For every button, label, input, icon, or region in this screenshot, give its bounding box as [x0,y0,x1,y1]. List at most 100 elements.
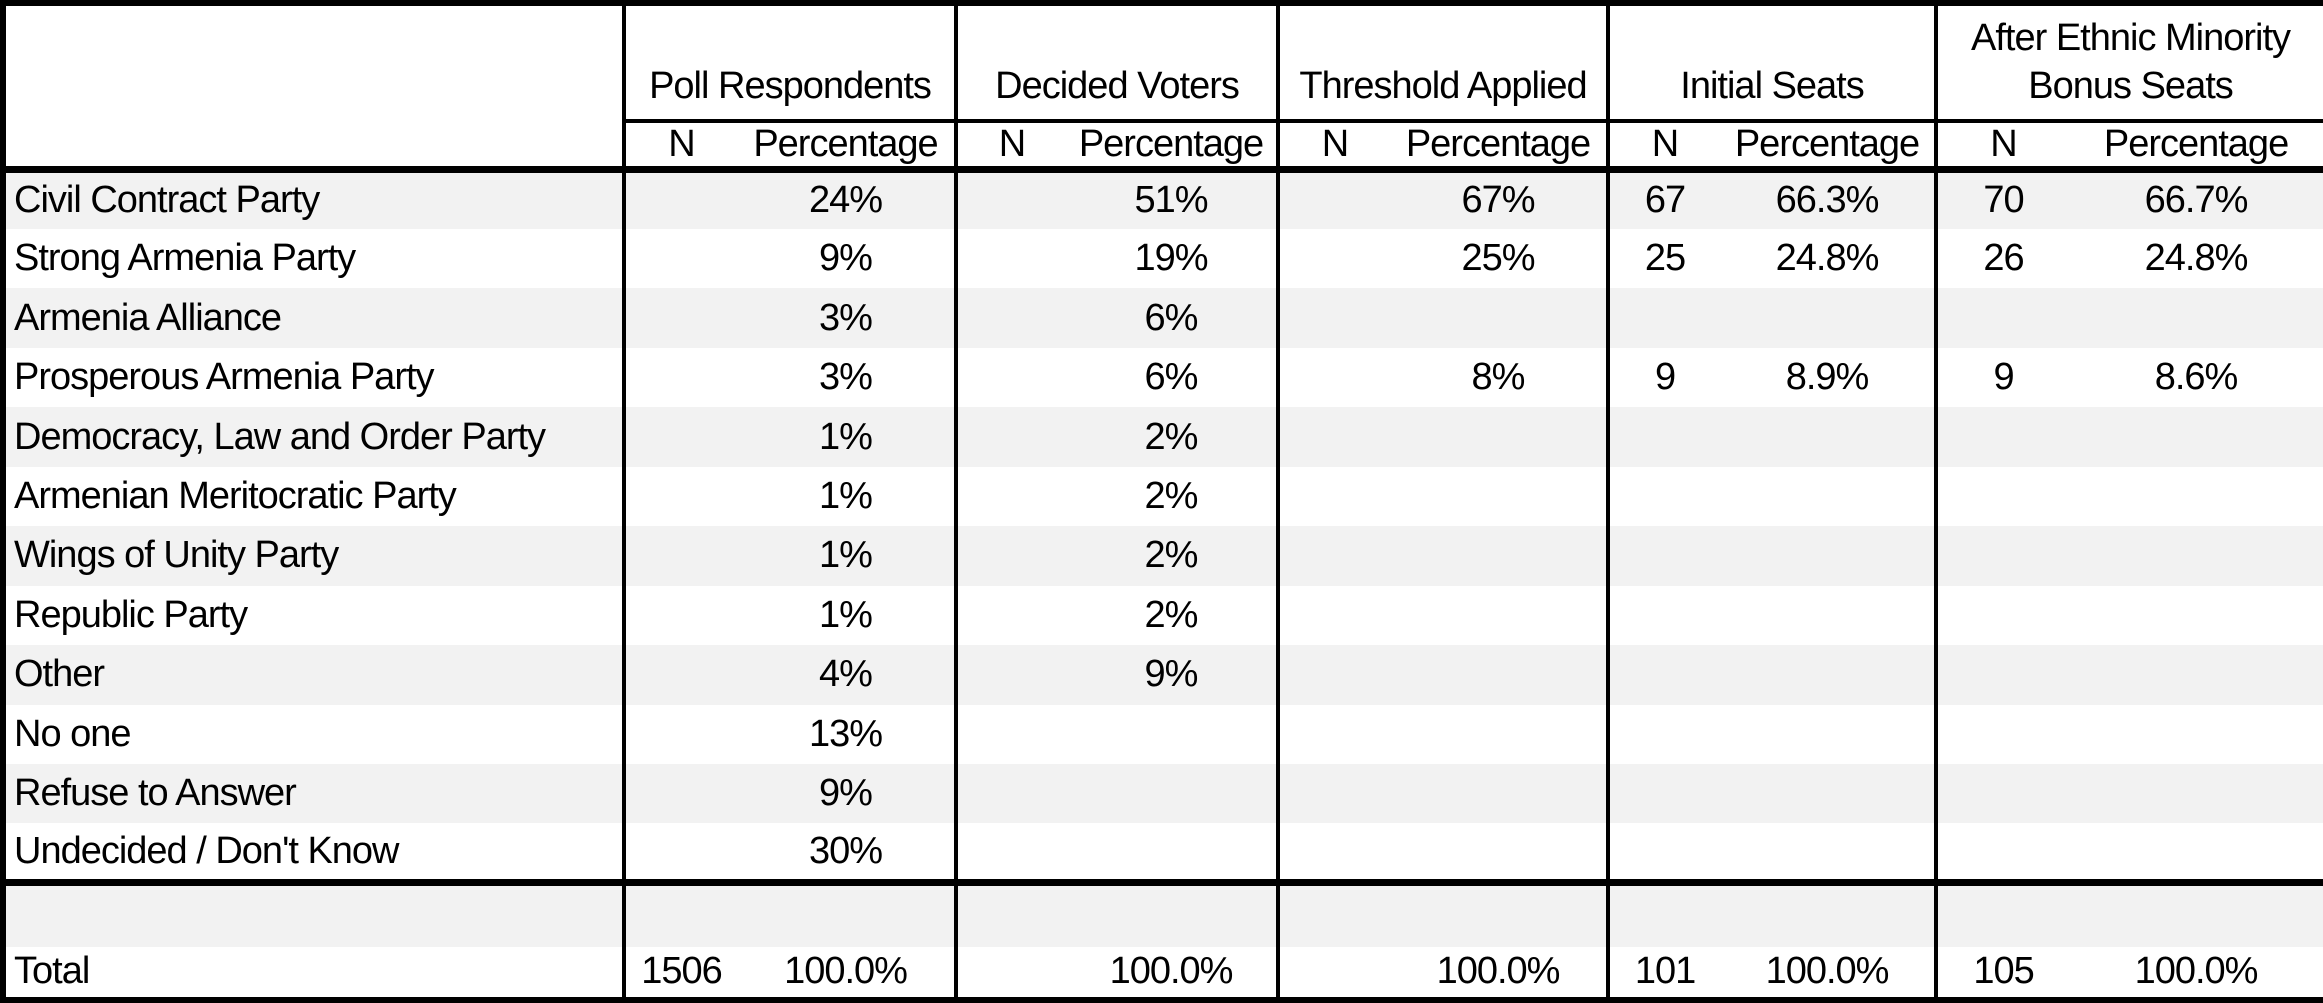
subheader-percentage: Percentage [1720,121,1937,173]
cell-percentage: 30% [737,823,957,887]
cell-n [1606,882,1721,947]
table-row: Prosperous Armenia Party 3% 6% 8% 9 8.9% 9 8.6% [3,347,2323,408]
corner-cell [3,3,624,173]
cell-percentage [2069,288,2323,347]
cell-percentage [1720,467,1936,526]
table-body: Civil Contract Party 24% 51% 67% 67 66.3% 70 66… [3,169,2323,1000]
cell-percentage [2069,823,2323,887]
spacer-row [3,882,2323,947]
cell-n: 9 [1934,347,2070,408]
cell-n [622,645,737,705]
cell-percentage [1720,288,1936,347]
table-row: Armenia Alliance 3% 6% [3,288,2323,348]
cell-n [954,407,1067,467]
cell-percentage: 6% [1144,296,1199,339]
cell-percentage: 2% [1144,474,1199,517]
cell-percentage [1720,883,1936,947]
table-row: Armenian Meritocratic Party 1% 2% [3,466,2323,527]
cell-percentage [1720,705,1936,764]
cell-percentage [1720,645,1936,704]
cell-n [622,228,737,289]
cell-n [954,645,1067,705]
total-row: Total 1506 100.0% 100.0% 100.0% 101 100.0% 105 1… [3,946,2323,1000]
row-label: Armenia Alliance [14,296,282,339]
cell-percentage: 3% [819,296,873,339]
cell-n [1934,288,2070,348]
cell-percentage [1390,764,1608,823]
group-header-initial-seats: Initial Seats [1606,3,1937,123]
cell-n [954,526,1067,586]
cell-percentage [2069,586,2323,645]
cell-percentage: 8% [1471,356,1526,399]
table-row: Civil Contract Party 24% 51% 67% 67 66.3% 70 66… [3,169,2323,229]
cell-n [1934,882,2070,947]
cell-percentage [1720,823,1937,887]
table-row: Refuse to Answer 9% [3,764,2323,824]
group-header-threshold-applied: Threshold Applied [1276,3,1609,123]
cell-percentage: 3% [819,356,873,399]
row-label: Democracy, Law and Order Party [14,415,546,458]
cell-n: 1506 [622,946,737,1000]
cell-percentage: 9% [1144,653,1199,696]
cell-percentage: 9% [819,772,873,815]
cell-percentage: 1% [819,593,873,636]
cell-percentage: 2% [1144,593,1199,636]
cell-percentage [737,883,956,947]
cell-percentage: 1% [819,415,873,458]
cell-percentage: 8.9% [1785,356,1870,399]
row-label: Undecided / Don't Know [3,823,624,887]
row-label [3,883,624,947]
cell-n [1934,407,2070,467]
cell-percentage [1390,407,1608,466]
subheader-percentage: Percentage [2069,121,2323,173]
cell-n [1276,228,1391,289]
cell-percentage: 100.0% [2134,950,2259,993]
cell-n [1606,704,1721,765]
cell-n [622,704,737,765]
subheader-n: N [1606,121,1721,173]
row-label: Strong Armenia Party [14,237,356,280]
cell-percentage: 9% [819,237,873,280]
row-label: Republic Party [14,593,248,636]
cell-n [1606,407,1721,467]
cell-percentage [1720,764,1936,823]
group-header-poll-respondents: Poll Respondents [621,3,957,123]
cell-n [954,764,1067,824]
table-header: Poll Respondents Decided Voters Threshol… [3,3,2323,173]
cell-percentage: 67% [1461,179,1535,222]
cell-n: 25 [1606,228,1721,289]
cell-n: 70 [1934,169,2070,229]
cell-n [1934,585,2070,646]
table-row: Democracy, Law and Order Party 1% 2% [3,407,2323,467]
cell-percentage [2069,883,2323,947]
subheader-n: N [622,121,737,173]
cell-n [1606,526,1721,586]
cell-percentage [1390,288,1608,347]
cell-n: 67 [1606,169,1721,229]
cell-n [1276,526,1391,586]
cell-n [1276,764,1391,824]
cell-percentage [2069,467,2323,526]
cell-n [1934,466,2070,527]
cell-percentage [1390,586,1608,645]
cell-n [1934,526,2070,586]
cell-n [954,228,1067,289]
cell-n: 101 [1606,946,1721,1000]
subheader-percentage: Percentage [737,121,957,173]
table-row: Undecided / Don't Know 30% [3,823,2323,887]
cell-n [622,823,737,887]
cell-n [1276,645,1391,705]
cell-n [1276,288,1391,348]
cell-n [1276,466,1391,527]
row-label: Total [14,950,90,993]
cell-percentage [2069,645,2323,704]
cell-percentage [1390,883,1608,947]
cell-percentage: 24% [808,179,883,222]
cell-n [954,347,1067,408]
cell-n [1276,882,1391,947]
cell-n [954,288,1067,348]
cell-percentage: 66.3% [1775,179,1880,222]
cell-n [622,407,737,467]
cell-percentage [1390,705,1608,764]
cell-percentage: 19% [1134,237,1208,280]
